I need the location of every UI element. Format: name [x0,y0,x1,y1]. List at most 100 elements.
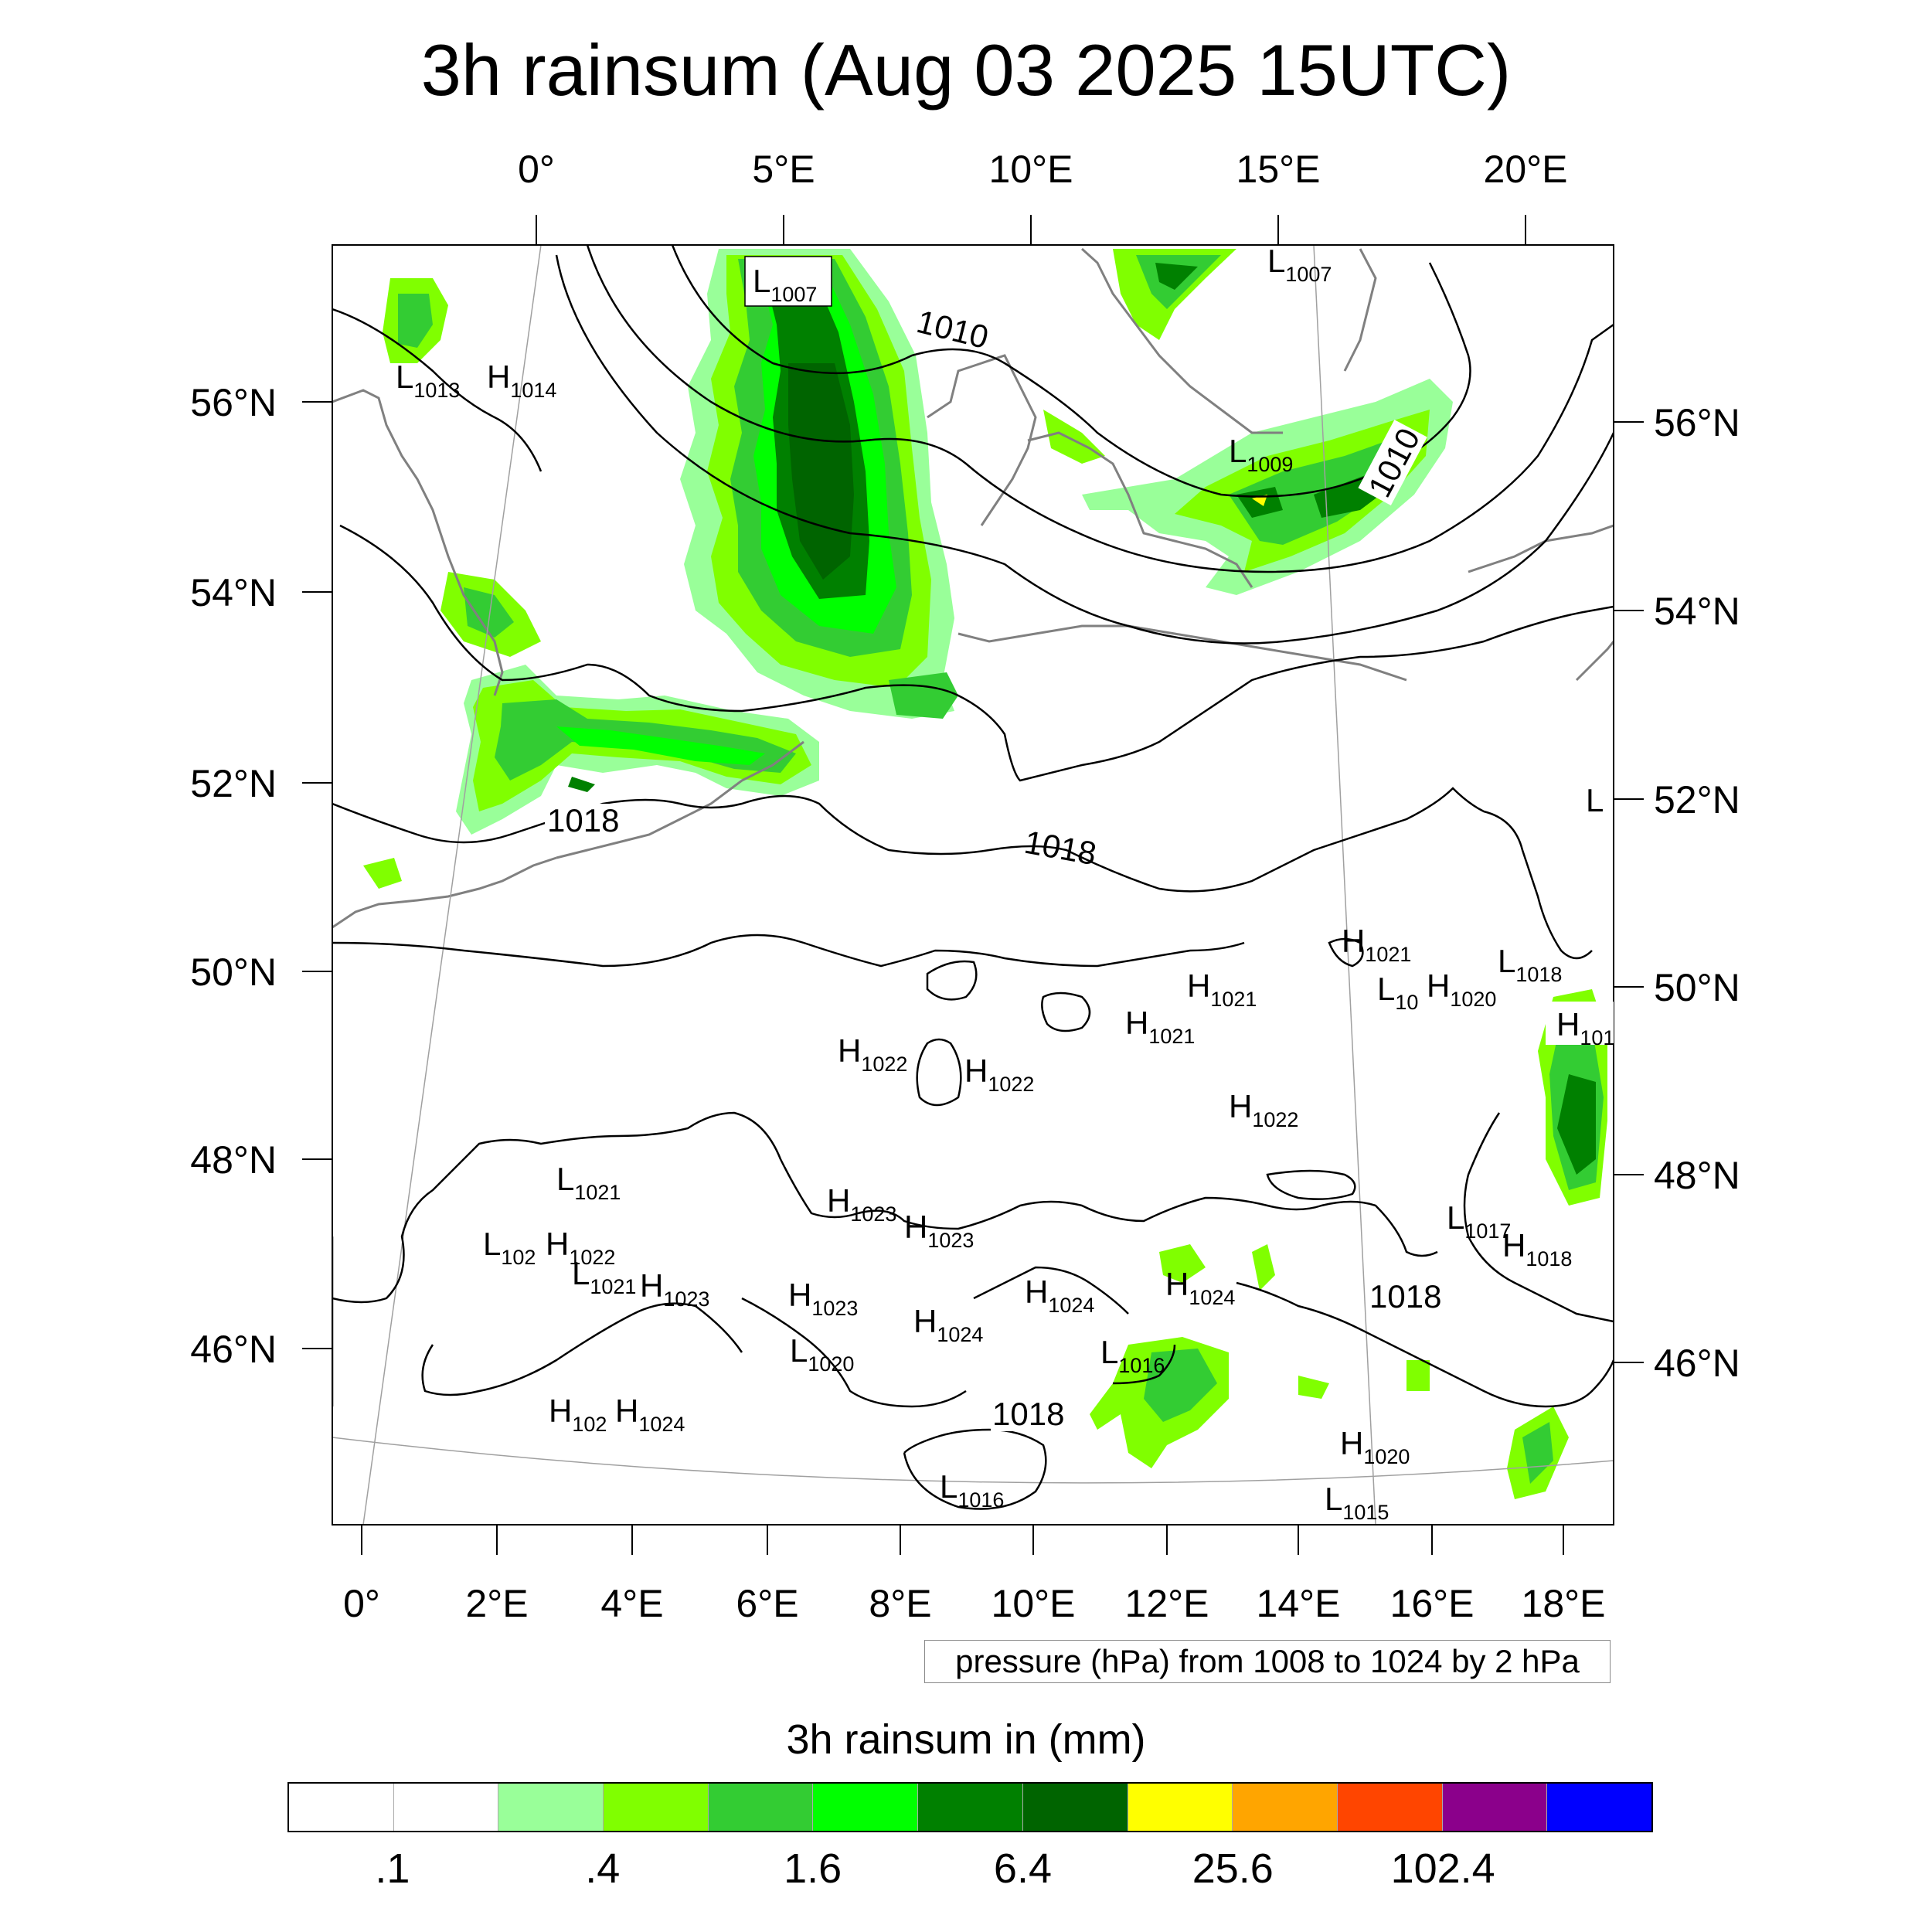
high-pressure-marker: H1024 [615,1393,685,1436]
high-pressure-marker: H1024 [1165,1266,1235,1309]
lat-label: 48°N [190,1138,277,1182]
map-title: 3h rainsum (Aug 03 2025 15UTC) [420,29,1512,111]
lon-label: 12°E [1125,1582,1209,1625]
high-pressure-marker: H1021 [1187,968,1257,1011]
isobar-labels: 1010 1010 1018 1018 1018 1018 [545,303,1453,1432]
high-pressure-marker: H1021 [1342,923,1411,966]
colorbar-label: .1 [375,1845,410,1892]
high-pressure-marker: H1023 [827,1182,896,1226]
lat-label: 52°N [1654,778,1740,821]
low-pressure-marker: L1007 [1267,243,1332,286]
pressure-center-labels: L1007 L1007 L1013 H1014 L1009 L H1021 L1… [396,243,1614,1524]
low-pressure-marker: L1020 [790,1332,854,1376]
high-pressure-marker: H102 [549,1393,607,1436]
high-pressure-marker: H1023 [640,1267,709,1311]
colorbar-swatch [1337,1784,1443,1831]
high-pressure-marker: H1014 [487,359,556,402]
high-pressure-marker: H1021 [1125,1005,1195,1048]
high-pressure-marker: H1022 [546,1226,615,1269]
lon-label: 4°E [600,1582,663,1625]
colorbar-swatch [604,1784,709,1831]
left-latitude-labels: 56°N 54°N 52°N 50°N 48°N 46°N [190,381,277,1371]
low-pressure-marker: L [1586,782,1604,818]
coastlines [332,247,1614,929]
colorbar-swatch [1547,1784,1651,1831]
low-pressure-marker: L1009 [1229,433,1293,476]
precipitation-field [363,249,1607,1499]
lat-label: 50°N [190,951,277,994]
high-pressure-marker: H1022 [838,1032,907,1076]
colorbar-swatch [1442,1784,1548,1831]
lon-label: 6°E [736,1582,798,1625]
lon-label: 16°E [1390,1582,1475,1625]
high-pressure-marker: H1024 [913,1303,983,1346]
colorbar-swatch [1128,1784,1233,1831]
low-pressure-marker: L1016 [940,1468,1004,1512]
isobar-label: 1018 [992,1396,1064,1432]
colorbar-label: .4 [585,1845,621,1892]
colorbar-title: 3h rainsum in (mm) [786,1716,1146,1763]
high-pressure-marker: H101 [1556,1006,1614,1049]
colorbar [287,1782,1653,1832]
lon-label: 2°E [465,1582,528,1625]
colorbar-label: 1.6 [784,1845,842,1892]
map-frame [332,244,1614,1526]
low-pressure-marker: L1013 [396,359,460,402]
high-pressure-marker: H1020 [1340,1425,1410,1468]
high-pressure-marker: H1022 [1229,1088,1298,1131]
lon-label: 10°E [989,148,1073,191]
top-longitude-labels: 0° 5°E 10°E 15°E 20°E [518,148,1567,191]
rain-area-scotland [363,278,541,889]
colorbar-swatch [393,1784,499,1831]
lon-label: 0° [343,1582,380,1625]
lat-label: 54°N [190,571,277,614]
high-pressure-marker: H1024 [1025,1274,1094,1317]
lat-label: 50°N [1654,966,1740,1009]
right-latitude-labels: 56°N 54°N 52°N 50°N 48°N 46°N [1654,401,1740,1385]
lat-label: 56°N [190,381,277,424]
high-pressure-marker: H1022 [964,1053,1034,1096]
lat-label: 46°N [1654,1342,1740,1385]
bottom-longitude-labels: 0° 2°E 4°E 6°E 8°E 10°E 12°E 14°E 16°E 1… [343,1582,1605,1625]
low-pressure-marker: L1007 [753,263,817,306]
lon-label: 20°E [1484,148,1568,191]
isobar-label: 1018 [1369,1278,1441,1315]
lat-label: 46°N [190,1328,277,1371]
high-pressure-marker: H1018 [1502,1227,1572,1270]
lon-label: 10°E [992,1582,1076,1625]
colorbar-label: 6.4 [993,1845,1052,1892]
colorbar-swatch [813,1784,919,1831]
low-pressure-marker: L1021 [572,1255,636,1298]
colorbar-swatch [1022,1784,1128,1831]
pressure-contour-note: pressure (hPa) from 1008 to 1024 by 2 hP… [924,1640,1611,1683]
lat-label: 54°N [1654,590,1740,633]
low-pressure-marker: L1021 [556,1161,621,1204]
lat-label: 52°N [190,762,277,805]
colorbar-swatch [1233,1784,1338,1831]
colorbar-labels: .1 .4 1.6 6.4 25.6 102.4 [287,1843,1653,1897]
colorbar-swatch [918,1784,1023,1831]
low-pressure-marker: L1015 [1325,1481,1389,1524]
lon-label: 0° [518,148,555,191]
colorbar-label: 102.4 [1390,1845,1495,1892]
high-pressure-marker: H1023 [904,1209,974,1252]
graticule [332,245,1614,1525]
lon-label: 14°E [1257,1582,1341,1625]
lon-label: 8°E [869,1582,931,1625]
lon-label: 15°E [1236,148,1321,191]
rain-area-alps [1090,1244,1430,1468]
lon-label: 5°E [752,148,815,191]
low-pressure-marker: L1017 [1447,1199,1511,1243]
isobar-label: 1018 [547,802,619,838]
colorbar-swatch [498,1784,604,1831]
low-pressure-marker: L10 [1377,971,1418,1014]
low-pressure-marker: L1018 [1498,943,1562,986]
low-pressure-marker: L1016 [1100,1334,1165,1377]
rain-area-england [456,665,819,835]
high-pressure-marker: H1020 [1427,968,1496,1011]
axis-ticks [302,215,1644,1555]
colorbar-swatch [289,1784,394,1831]
rain-area-sweden-south [1043,249,1236,464]
high-pressure-marker: H1023 [788,1277,858,1320]
